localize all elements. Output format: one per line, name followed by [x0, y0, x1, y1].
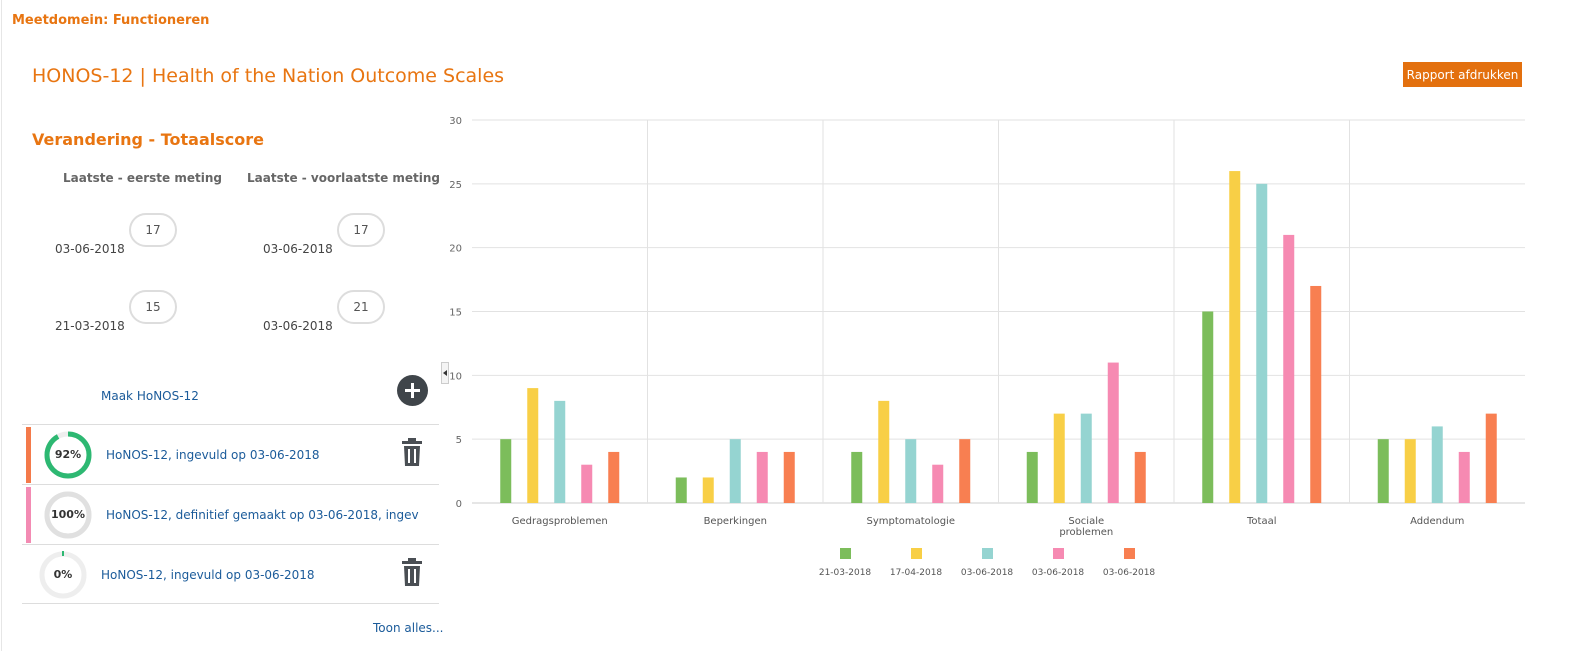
y-tick-label: 10: [449, 371, 462, 382]
score-bubble: 15: [129, 290, 177, 324]
bar: [729, 439, 741, 503]
column-heading-last-previous: Laatste - voorlaatste meting: [247, 171, 441, 185]
progress-ring-graphic: [44, 491, 92, 539]
bar: [932, 464, 944, 503]
bar: [1080, 413, 1092, 503]
bar: [959, 439, 971, 503]
bar: [783, 451, 795, 503]
progress-percentage: 0%: [53, 568, 73, 581]
page-frame-border: [1, 0, 2, 651]
measurement-list-item[interactable]: 100% HoNOS-12, definitief gemaakt op 03-…: [22, 484, 439, 544]
bar: [581, 464, 593, 503]
trash-icon-graphic: [402, 438, 422, 466]
y-tick-label: 15: [449, 308, 462, 319]
legend-swatch: [1124, 548, 1135, 559]
x-tick-label: Sociale: [1068, 516, 1104, 527]
bar: [851, 451, 863, 503]
measurement-list-item[interactable]: 92% HoNOS-12, ingevuld op 03-06-2018: [22, 424, 439, 484]
x-tick-label: problemen: [1059, 527, 1113, 538]
score-bubble: 17: [129, 213, 177, 247]
plus-circle-icon[interactable]: [397, 375, 428, 406]
y-tick-label: 30: [449, 116, 462, 127]
bar: [1458, 451, 1470, 503]
bar: [608, 451, 620, 503]
progress-percentage: 100%: [51, 508, 85, 521]
x-tick-label: Gedragsproblemen: [512, 516, 608, 527]
y-tick-label: 25: [449, 180, 462, 191]
bar: [905, 439, 917, 503]
progress-ring: 0%: [38, 550, 88, 600]
legend-label: 17-04-2018: [890, 568, 943, 578]
measurement-link[interactable]: HoNOS-12, ingevuld op 03-06-2018: [101, 568, 315, 582]
trash-icon[interactable]: [401, 557, 423, 587]
progress-ring-graphic: [44, 431, 92, 479]
legend-label: 03-06-2018: [1032, 568, 1085, 578]
legend-swatch: [840, 548, 851, 559]
status-accent-bar: [26, 487, 31, 543]
comparison-date: 03-06-2018: [263, 242, 333, 256]
y-tick-label: 0: [456, 499, 462, 510]
bar: [554, 400, 566, 503]
bar: [500, 439, 512, 503]
trash-icon-graphic: [402, 558, 422, 586]
trash-icon[interactable]: [401, 437, 423, 467]
progress-ring: 100%: [43, 490, 93, 540]
bar: [527, 388, 539, 503]
bar: [1134, 451, 1146, 503]
bar: [1202, 311, 1214, 503]
y-tick-label: 5: [456, 435, 462, 446]
caret-left-icon[interactable]: [441, 362, 449, 384]
progress-percentage: 92%: [54, 448, 82, 461]
bar: [1485, 413, 1497, 503]
bar: [1053, 413, 1065, 503]
domain-title: Meetdomein: Functioneren: [12, 13, 210, 28]
bar: [1310, 285, 1322, 503]
measurement-link[interactable]: HoNOS-12, definitief gemaakt op 03-06-20…: [106, 508, 419, 522]
status-accent-bar: [26, 427, 31, 483]
comparison-date: 03-06-2018: [263, 319, 333, 333]
bar: [1107, 362, 1119, 503]
bar: [1377, 439, 1389, 503]
bar: [702, 477, 714, 503]
score-bubble: 17: [337, 213, 385, 247]
legend-swatch: [1053, 548, 1064, 559]
legend-label: 03-06-2018: [961, 568, 1014, 578]
bar: [1283, 234, 1295, 503]
bar: [756, 451, 768, 503]
x-tick-label: Beperkingen: [704, 516, 767, 527]
legend-swatch: [911, 548, 922, 559]
column-heading-last-first: Laatste - eerste meting: [63, 171, 222, 185]
comparison-date: 21-03-2018: [55, 319, 125, 333]
change-total-score-title: Verandering - Totaalscore: [32, 130, 264, 149]
bar: [1229, 171, 1241, 504]
bar: [1256, 183, 1268, 504]
y-tick-label: 20: [449, 244, 462, 255]
measurement-link[interactable]: HoNOS-12, ingevuld op 03-06-2018: [106, 448, 320, 462]
legend-swatch: [982, 548, 993, 559]
score-bubble: 21: [337, 290, 385, 324]
bar: [1026, 451, 1038, 503]
make-honos-link[interactable]: Maak HoNOS-12: [101, 389, 199, 403]
measurement-list-item[interactable]: 0% HoNOS-12, ingevuld op 03-06-2018: [22, 544, 439, 604]
legend-label: 03-06-2018: [1103, 568, 1156, 578]
x-tick-label: Symptomatologie: [867, 516, 955, 527]
measurement-list: 92% HoNOS-12, ingevuld op 03-06-2018 100…: [22, 424, 439, 604]
print-report-button[interactable]: Rapport afdrukken: [1403, 62, 1522, 87]
progress-ring: 92%: [43, 430, 93, 480]
x-tick-label: Addendum: [1410, 516, 1464, 527]
bar: [878, 400, 890, 503]
page-title: HONOS-12 | Health of the Nation Outcome …: [32, 65, 505, 87]
comparison-date: 03-06-2018: [55, 242, 125, 256]
bar: [1404, 439, 1416, 503]
show-all-link[interactable]: Toon alles...: [373, 621, 444, 635]
progress-ring-graphic: [39, 551, 87, 599]
legend-label: 21-03-2018: [819, 568, 872, 578]
x-tick-label: Totaal: [1246, 516, 1276, 527]
bar: [1431, 426, 1443, 503]
bar: [675, 477, 687, 503]
